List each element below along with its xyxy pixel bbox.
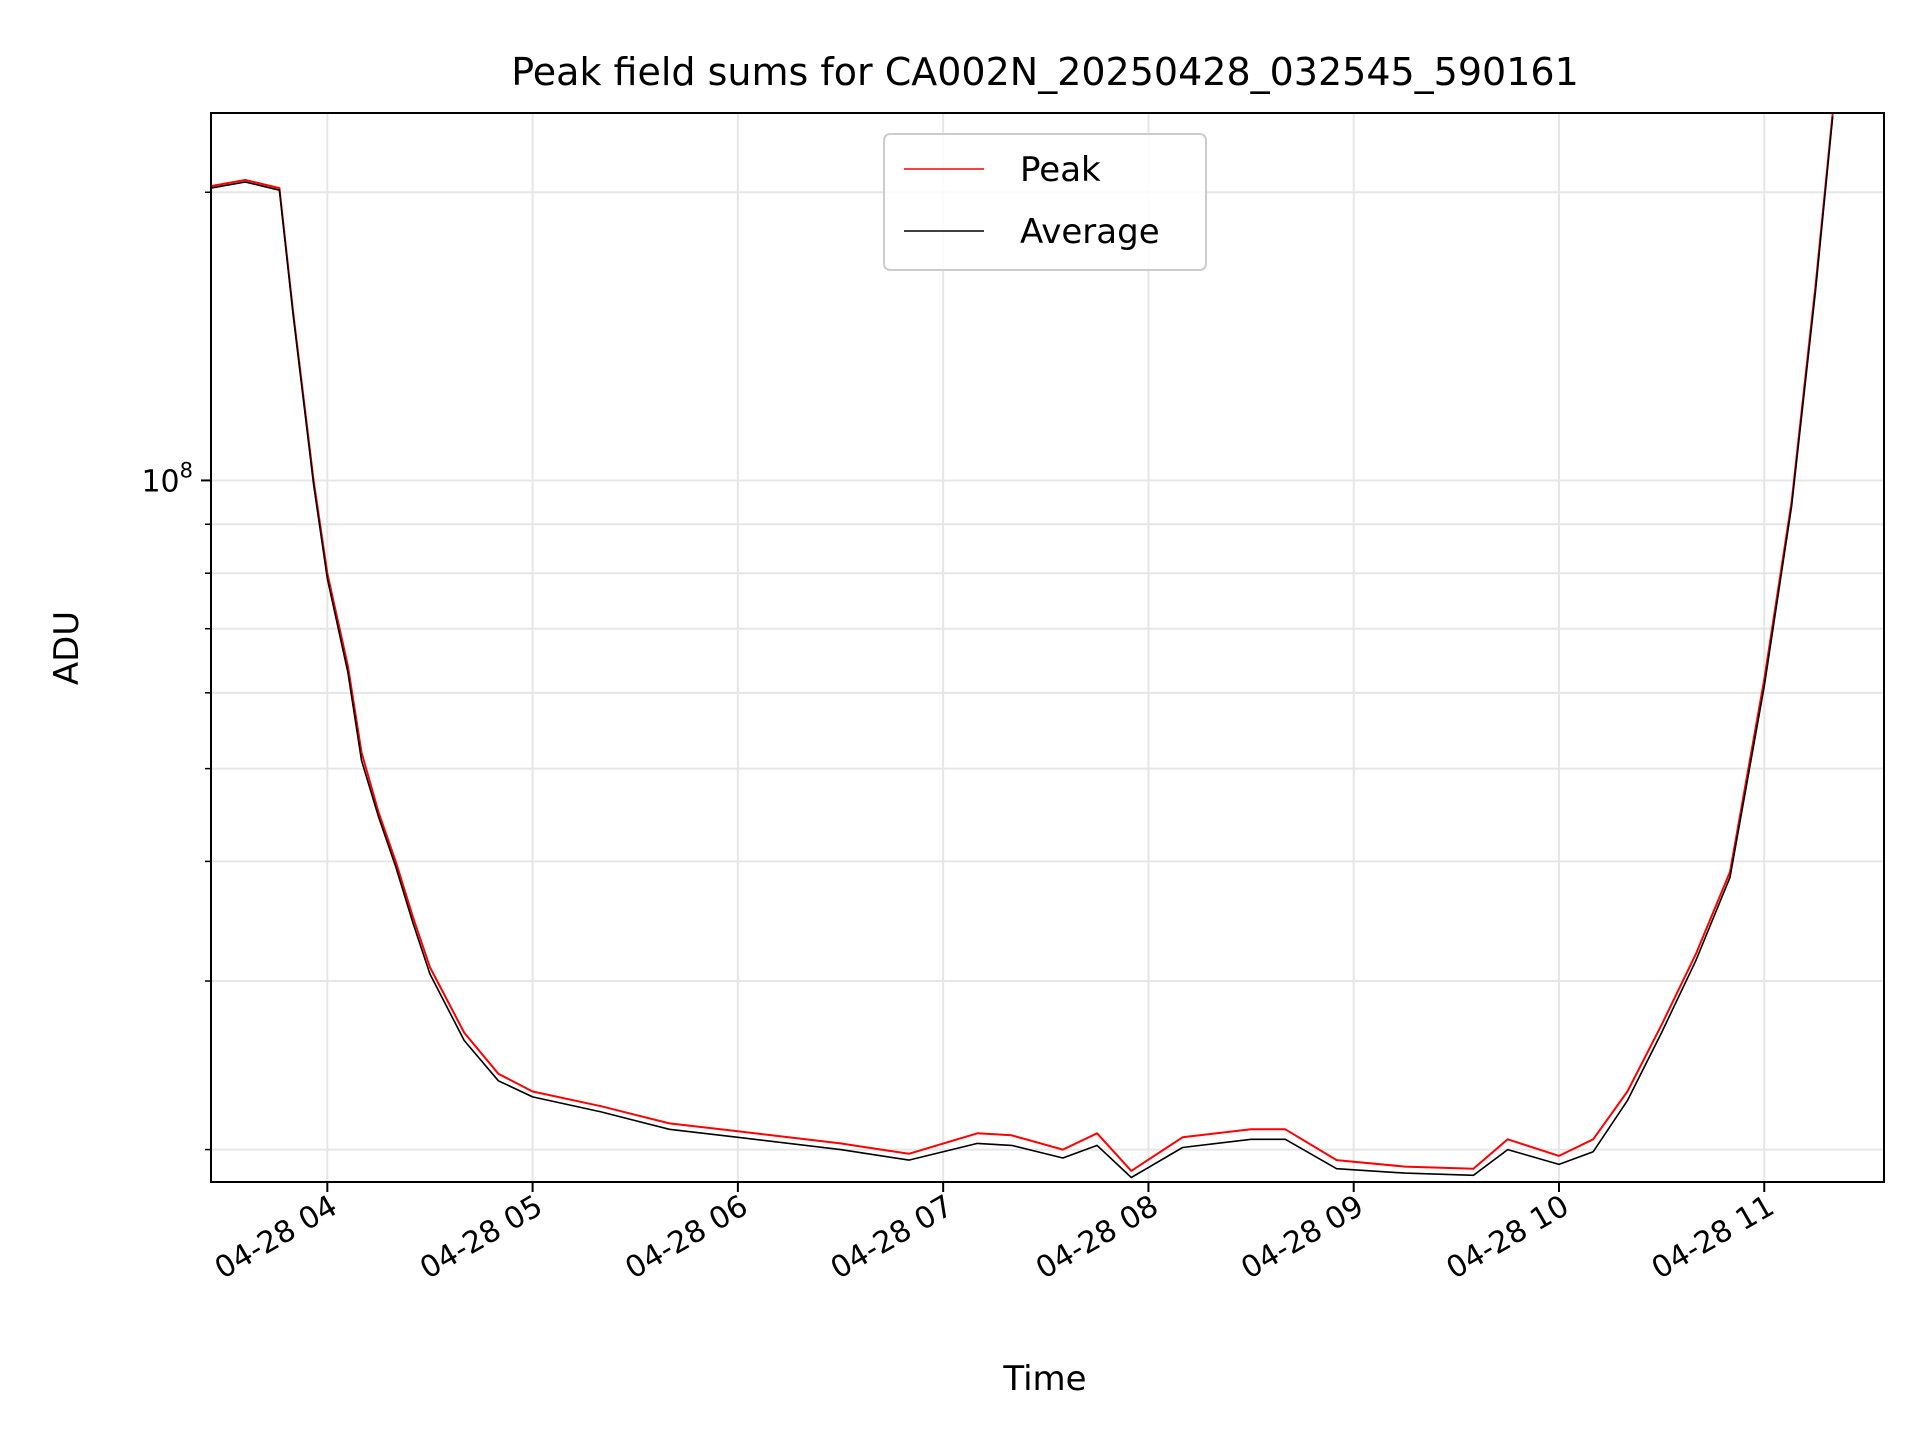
legend: Peak Average bbox=[883, 133, 1207, 271]
legend-label-average: Average bbox=[1020, 212, 1160, 252]
chart-title: Peak field sums for CA002N_20250428_0325… bbox=[511, 50, 1579, 94]
series-line-average bbox=[210, 116, 1834, 1179]
legend-box bbox=[883, 133, 1207, 271]
x-axis-label: Time bbox=[1002, 1359, 1086, 1399]
x-tick-label: 04-28 05 bbox=[414, 1189, 548, 1287]
y-axis-label: ADU bbox=[47, 611, 87, 685]
y-axis: 108 bbox=[141, 191, 211, 1151]
x-tick-label: 04-28 09 bbox=[1235, 1189, 1369, 1287]
x-tick-label: 04-28 04 bbox=[209, 1189, 343, 1287]
series-line-peak bbox=[210, 112, 1834, 1172]
legend-label-peak: Peak bbox=[1020, 150, 1101, 190]
x-axis: 04-28 04 04-28 05 04-28 06 04-28 07 04-28 08… bbox=[209, 1182, 1780, 1286]
x-tick-label: 04-28 06 bbox=[620, 1189, 754, 1287]
x-tick-label: 04-28 08 bbox=[1030, 1189, 1164, 1287]
grid bbox=[211, 113, 1884, 1182]
x-tick-label: 04-28 11 bbox=[1646, 1189, 1780, 1287]
plot-frame bbox=[210, 112, 1885, 1183]
series-layer bbox=[210, 112, 1834, 1179]
y-tick-label: 108 bbox=[141, 458, 193, 499]
x-tick-label: 04-28 07 bbox=[825, 1189, 959, 1287]
x-tick-label: 04-28 10 bbox=[1441, 1189, 1575, 1287]
